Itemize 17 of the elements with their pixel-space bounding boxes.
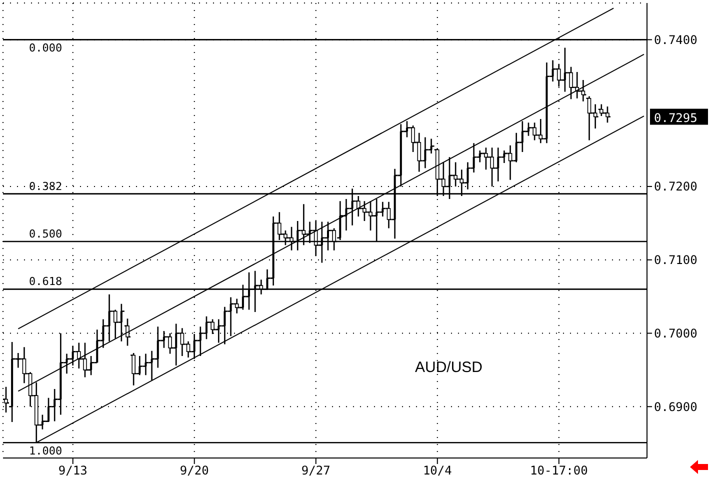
annotation: 1.000 [29,444,62,458]
y-tick-label: 0.7000 [654,326,698,340]
x-tick-label: 9/13 [58,464,88,478]
x-tick-label: 9/27 [301,464,330,478]
y-tick-label: 0.7100 [654,253,698,268]
annotation: 0.382 [29,180,62,193]
y-tick-label: 0.6900 [654,400,698,414]
annotation: 0.000 [29,42,62,55]
x-tick-label: 10-17:00 [530,464,588,478]
x-tick-label: 9/20 [180,464,209,478]
y-tick-label: 0.7400 [654,32,698,47]
y-tick-label: 0.7200 [654,180,698,194]
annotation: AUD/USD [415,359,483,376]
annotation: 0.500 [29,228,62,241]
annotation: 0.618 [29,275,62,288]
text: 0.7295 [654,110,698,125]
x-tick-label: 10/4 [422,464,452,478]
